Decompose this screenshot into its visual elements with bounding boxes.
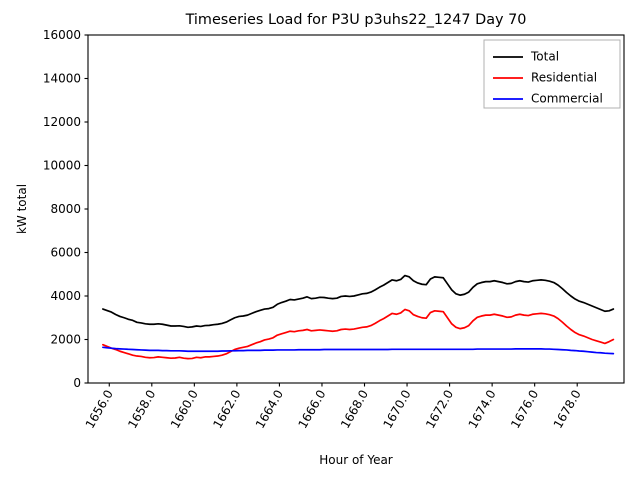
legend-entries: Total Residential Commercial bbox=[493, 50, 603, 106]
x-tick-label: 1668.0 bbox=[338, 388, 371, 431]
y-tick-label: 16000 bbox=[43, 28, 81, 42]
legend-label-commercial: Commercial bbox=[531, 92, 603, 106]
x-tick-label: 1678.0 bbox=[551, 388, 584, 431]
x-tick-label: 1660.0 bbox=[168, 388, 201, 431]
x-tick-label: 1664.0 bbox=[253, 388, 286, 431]
x-axis-label: Hour of Year bbox=[319, 453, 393, 467]
legend-label-residential: Residential bbox=[531, 71, 597, 85]
data-series-group bbox=[102, 274, 615, 360]
x-tick-label: 1674.0 bbox=[466, 388, 499, 431]
chart-legend[interactable]: Total Residential Commercial bbox=[483, 39, 621, 109]
x-tick-label: 1672.0 bbox=[423, 388, 456, 431]
y-tick-label: 2000 bbox=[50, 333, 81, 347]
y-axis-label: kW total bbox=[15, 184, 29, 234]
legend-item-commercial[interactable]: Commercial bbox=[493, 92, 603, 106]
x-tick-label: 1670.0 bbox=[381, 388, 414, 431]
x-tick-label: 1656.0 bbox=[83, 388, 116, 431]
y-tick-label: 12000 bbox=[43, 115, 81, 129]
y-tick-label: 0 bbox=[73, 376, 81, 390]
series-line-residential bbox=[102, 308, 615, 360]
y-tick-label: 8000 bbox=[50, 202, 81, 216]
x-tick-label: 1666.0 bbox=[295, 388, 328, 431]
y-tick-label: 6000 bbox=[50, 246, 81, 260]
y-tick-label: 4000 bbox=[50, 289, 81, 303]
legend-item-total[interactable]: Total bbox=[493, 50, 559, 64]
x-tick-label: 1658.0 bbox=[125, 388, 158, 431]
chart-title: Timeseries Load for P3U p3uhs22_1247 Day… bbox=[185, 12, 527, 28]
legend-label-total: Total bbox=[530, 50, 559, 64]
y-tick-label: 14000 bbox=[43, 72, 81, 86]
x-axis-ticks: 1656.0 1658.0 1660.0 1662.0 1664.0 1666.0 1668… bbox=[83, 383, 584, 431]
series-line-total bbox=[102, 274, 615, 329]
x-tick-label: 1676.0 bbox=[508, 388, 541, 431]
series-line-commercial bbox=[102, 346, 615, 355]
y-tick-label: 10000 bbox=[43, 159, 81, 173]
x-tick-label: 1662.0 bbox=[210, 388, 243, 431]
y-axis-ticks: 0 2000 4000 6000 8000 10000 12000 14000 16000 bbox=[43, 28, 88, 390]
legend-frame bbox=[483, 39, 621, 109]
legend-item-residential[interactable]: Residential bbox=[493, 71, 597, 85]
